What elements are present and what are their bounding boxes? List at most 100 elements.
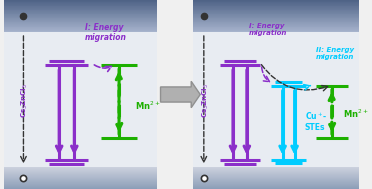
- Bar: [4, 14, 157, 15]
- Bar: [4, 23, 157, 24]
- Bar: [4, 30, 157, 31]
- Bar: [4, 5, 157, 6]
- Bar: [4, 28, 157, 29]
- FancyArrow shape: [161, 81, 200, 108]
- Bar: [193, 24, 359, 25]
- Bar: [4, 175, 157, 176]
- Bar: [4, 184, 157, 185]
- Bar: [193, 17, 359, 18]
- Bar: [4, 0, 157, 189]
- Bar: [193, 18, 359, 19]
- Bar: [193, 0, 359, 189]
- Bar: [193, 25, 359, 26]
- Bar: [4, 0, 157, 1]
- Bar: [4, 179, 157, 180]
- Bar: [4, 27, 157, 28]
- Bar: [4, 187, 157, 188]
- Bar: [4, 31, 157, 32]
- Bar: [193, 179, 359, 180]
- Bar: [193, 182, 359, 183]
- Bar: [4, 22, 157, 23]
- Bar: [193, 19, 359, 20]
- Bar: [193, 172, 359, 173]
- Bar: [4, 176, 157, 177]
- Bar: [193, 1, 359, 2]
- Bar: [4, 24, 157, 25]
- Bar: [193, 12, 359, 13]
- Bar: [193, 176, 359, 177]
- Bar: [193, 174, 359, 175]
- Bar: [193, 178, 359, 179]
- Bar: [193, 183, 359, 184]
- Text: Cs$_3$ZnCl$_5$: Cs$_3$ZnCl$_5$: [201, 83, 211, 118]
- Bar: [4, 183, 157, 184]
- Bar: [4, 17, 157, 18]
- Bar: [193, 180, 359, 181]
- Bar: [193, 168, 359, 169]
- Bar: [4, 26, 157, 27]
- Bar: [193, 26, 359, 27]
- Bar: [4, 182, 157, 183]
- Bar: [193, 167, 359, 168]
- Text: II: Energy
migration: II: Energy migration: [316, 47, 354, 60]
- Bar: [193, 28, 359, 29]
- Bar: [193, 21, 359, 22]
- Bar: [193, 4, 359, 5]
- Bar: [193, 20, 359, 21]
- Bar: [193, 15, 359, 16]
- Bar: [4, 167, 157, 168]
- Text: Cs$_3$ZnCl$_5$: Cs$_3$ZnCl$_5$: [20, 83, 31, 118]
- Bar: [4, 185, 157, 186]
- Bar: [193, 9, 359, 10]
- Bar: [4, 168, 157, 169]
- Bar: [4, 186, 157, 187]
- Bar: [4, 11, 157, 12]
- Bar: [4, 8, 157, 9]
- Bar: [193, 175, 359, 176]
- Bar: [193, 6, 359, 7]
- Text: Mn$^{2+}$: Mn$^{2+}$: [343, 107, 368, 120]
- Bar: [4, 169, 157, 170]
- Bar: [4, 4, 157, 5]
- Bar: [4, 21, 157, 22]
- Bar: [4, 170, 157, 171]
- Text: Cu$^+$-
STEs: Cu$^+$- STEs: [305, 110, 327, 132]
- Bar: [4, 1, 157, 2]
- Bar: [193, 187, 359, 188]
- Bar: [4, 10, 157, 11]
- Bar: [193, 184, 359, 185]
- Bar: [4, 29, 157, 30]
- Bar: [193, 27, 359, 28]
- Bar: [193, 185, 359, 186]
- Bar: [4, 2, 157, 3]
- Bar: [4, 13, 157, 14]
- Bar: [193, 16, 359, 17]
- Bar: [193, 0, 359, 1]
- Bar: [193, 10, 359, 11]
- Bar: [4, 177, 157, 178]
- Bar: [193, 8, 359, 9]
- Bar: [193, 177, 359, 178]
- Bar: [193, 11, 359, 12]
- Bar: [193, 7, 359, 8]
- Bar: [193, 22, 359, 23]
- Bar: [193, 186, 359, 187]
- Bar: [193, 173, 359, 174]
- Bar: [193, 13, 359, 14]
- Text: I: Energy
migration: I: Energy migration: [85, 23, 126, 42]
- Bar: [4, 171, 157, 172]
- Bar: [4, 12, 157, 13]
- Bar: [4, 174, 157, 175]
- Text: I: Energy
migration: I: Energy migration: [249, 23, 287, 36]
- Bar: [193, 188, 359, 189]
- Bar: [4, 173, 157, 174]
- Bar: [193, 14, 359, 15]
- Bar: [193, 3, 359, 4]
- Bar: [193, 169, 359, 170]
- Bar: [4, 19, 157, 20]
- Bar: [4, 9, 157, 10]
- Bar: [4, 6, 157, 7]
- Bar: [193, 31, 359, 32]
- Bar: [4, 180, 157, 181]
- Text: Mn$^{2+}$: Mn$^{2+}$: [135, 100, 161, 112]
